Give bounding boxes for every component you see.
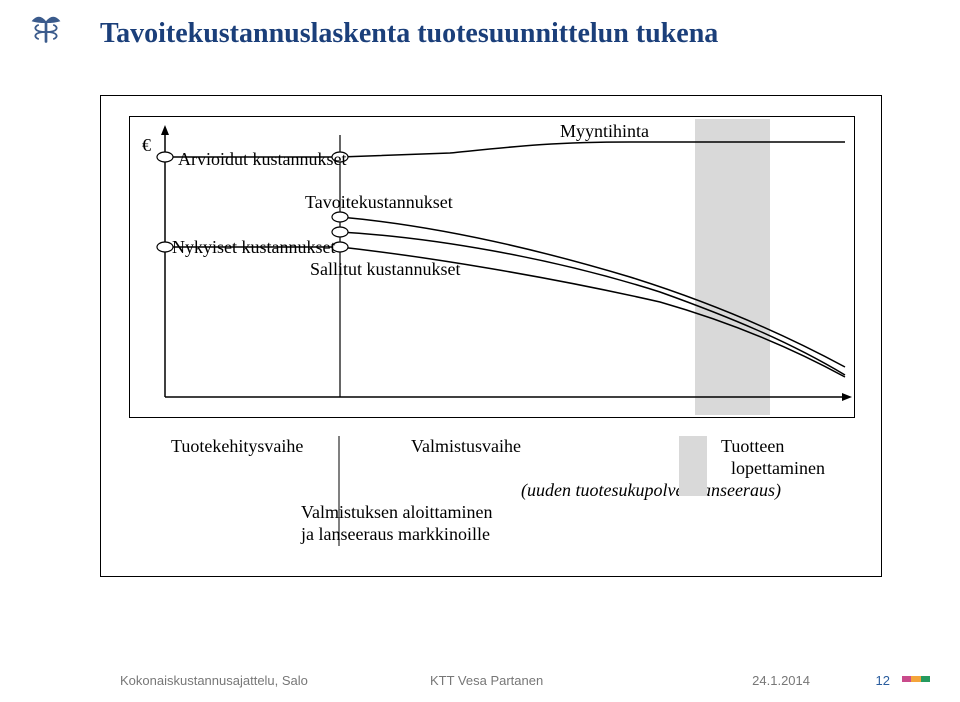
footer-center: KTT Vesa Partanen [430, 673, 543, 688]
phase-lines [101, 436, 881, 556]
footer: Kokonaiskustannusajattelu, Salo KTT Vesa… [0, 668, 960, 688]
label-arvioidut: Arvioidut kustannukset [178, 149, 347, 170]
page-title: Tavoitekustannuslaskenta tuotesuunnittel… [100, 18, 718, 50]
phase-labels: Tuotekehitysvaihe Valmistusvaihe Tuottee… [101, 436, 881, 556]
label-tavoite: Tavoitekustannukset [305, 192, 453, 213]
label-myyntihinta: Myyntihinta [560, 121, 649, 142]
marker [157, 242, 173, 252]
footer-left: Kokonaiskustannusajattelu, Salo [120, 673, 308, 688]
logo-icon [28, 14, 64, 50]
marker [157, 152, 173, 162]
grey-band [695, 119, 770, 415]
chart-container: € Arvioidut kustannukset Myyntihinta Tav… [100, 95, 882, 577]
marker [332, 212, 348, 222]
marker [332, 227, 348, 237]
footer-date: 24.1.2014 [752, 673, 810, 688]
slide: Tavoitekustannuslaskenta tuotesuunnittel… [0, 0, 960, 702]
label-sallitut: Sallitut kustannukset [310, 259, 461, 280]
x-axis-arrow [842, 393, 852, 401]
currency-label: € [142, 135, 151, 156]
chart-plot: € Arvioidut kustannukset Myyntihinta Tav… [129, 116, 855, 418]
footer-bar [902, 676, 930, 682]
y-axis-arrow [161, 125, 169, 135]
label-nykyiset: Nykyiset kustannukset [172, 237, 336, 258]
footer-page: 12 [876, 673, 890, 688]
